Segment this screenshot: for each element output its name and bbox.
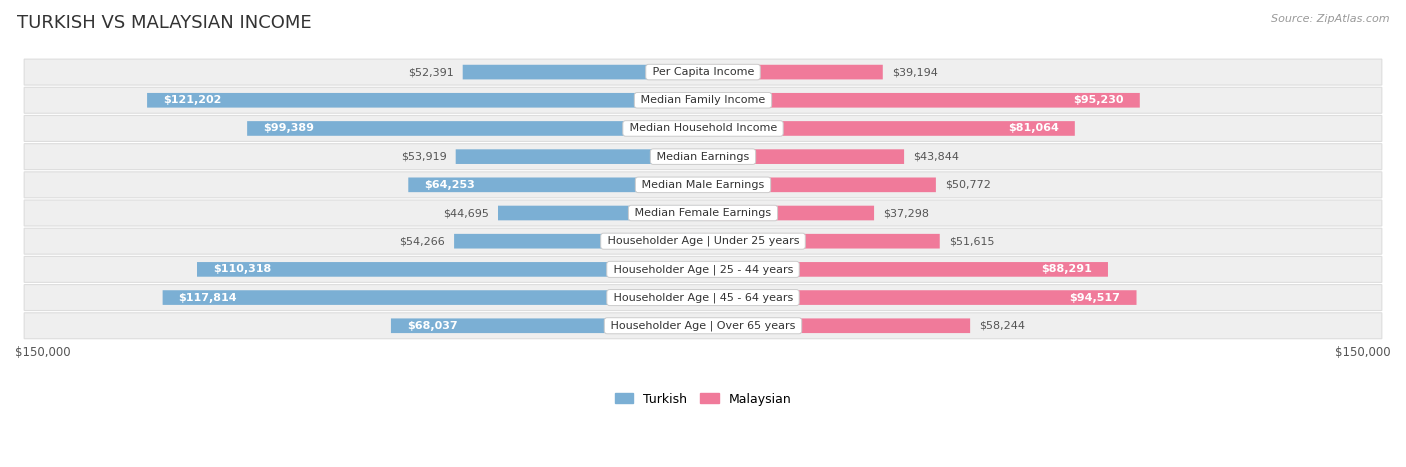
Text: $68,037: $68,037: [406, 321, 457, 331]
Text: Householder Age | 25 - 44 years: Householder Age | 25 - 44 years: [610, 264, 796, 275]
Text: Median Family Income: Median Family Income: [637, 95, 769, 105]
FancyBboxPatch shape: [24, 172, 1382, 198]
FancyBboxPatch shape: [463, 65, 703, 79]
Text: $150,000: $150,000: [1336, 346, 1391, 359]
Text: $39,194: $39,194: [891, 67, 938, 77]
Text: $88,291: $88,291: [1040, 264, 1092, 275]
Text: $121,202: $121,202: [163, 95, 222, 105]
Text: $37,298: $37,298: [883, 208, 929, 218]
FancyBboxPatch shape: [197, 262, 703, 277]
Text: $43,844: $43,844: [914, 152, 959, 162]
FancyBboxPatch shape: [498, 205, 703, 220]
FancyBboxPatch shape: [703, 121, 1074, 136]
FancyBboxPatch shape: [703, 149, 904, 164]
Text: $99,389: $99,389: [263, 123, 314, 134]
Text: $110,318: $110,318: [214, 264, 271, 275]
FancyBboxPatch shape: [703, 234, 939, 248]
FancyBboxPatch shape: [454, 234, 703, 248]
FancyBboxPatch shape: [163, 290, 703, 305]
FancyBboxPatch shape: [456, 149, 703, 164]
FancyBboxPatch shape: [24, 228, 1382, 254]
FancyBboxPatch shape: [703, 177, 936, 192]
FancyBboxPatch shape: [24, 144, 1382, 170]
Text: $117,814: $117,814: [179, 292, 238, 303]
Text: Source: ZipAtlas.com: Source: ZipAtlas.com: [1271, 14, 1389, 24]
Text: Householder Age | Over 65 years: Householder Age | Over 65 years: [607, 320, 799, 331]
Text: Per Capita Income: Per Capita Income: [648, 67, 758, 77]
FancyBboxPatch shape: [408, 177, 703, 192]
Text: Median Earnings: Median Earnings: [654, 152, 752, 162]
Text: $150,000: $150,000: [15, 346, 70, 359]
Text: Householder Age | Under 25 years: Householder Age | Under 25 years: [603, 236, 803, 247]
Text: $50,772: $50,772: [945, 180, 991, 190]
Text: $44,695: $44,695: [443, 208, 489, 218]
FancyBboxPatch shape: [703, 318, 970, 333]
Text: $51,615: $51,615: [949, 236, 994, 246]
Text: $94,517: $94,517: [1070, 292, 1121, 303]
Text: TURKISH VS MALAYSIAN INCOME: TURKISH VS MALAYSIAN INCOME: [17, 14, 312, 32]
Text: $58,244: $58,244: [980, 321, 1025, 331]
FancyBboxPatch shape: [703, 262, 1108, 277]
Text: Median Female Earnings: Median Female Earnings: [631, 208, 775, 218]
Text: $64,253: $64,253: [425, 180, 475, 190]
Legend: Turkish, Malaysian: Turkish, Malaysian: [610, 388, 796, 410]
FancyBboxPatch shape: [24, 313, 1382, 339]
FancyBboxPatch shape: [247, 121, 703, 136]
FancyBboxPatch shape: [703, 290, 1136, 305]
Text: Median Male Earnings: Median Male Earnings: [638, 180, 768, 190]
FancyBboxPatch shape: [24, 115, 1382, 142]
FancyBboxPatch shape: [24, 284, 1382, 311]
Text: $53,919: $53,919: [401, 152, 447, 162]
FancyBboxPatch shape: [24, 200, 1382, 226]
FancyBboxPatch shape: [703, 205, 875, 220]
FancyBboxPatch shape: [24, 87, 1382, 113]
FancyBboxPatch shape: [703, 93, 1140, 107]
FancyBboxPatch shape: [24, 256, 1382, 283]
Text: $95,230: $95,230: [1073, 95, 1123, 105]
Text: $81,064: $81,064: [1008, 123, 1059, 134]
FancyBboxPatch shape: [24, 59, 1382, 85]
FancyBboxPatch shape: [703, 65, 883, 79]
FancyBboxPatch shape: [148, 93, 703, 107]
Text: Householder Age | 45 - 64 years: Householder Age | 45 - 64 years: [610, 292, 796, 303]
Text: $52,391: $52,391: [408, 67, 454, 77]
Text: Median Household Income: Median Household Income: [626, 123, 780, 134]
Text: $54,266: $54,266: [399, 236, 444, 246]
FancyBboxPatch shape: [391, 318, 703, 333]
